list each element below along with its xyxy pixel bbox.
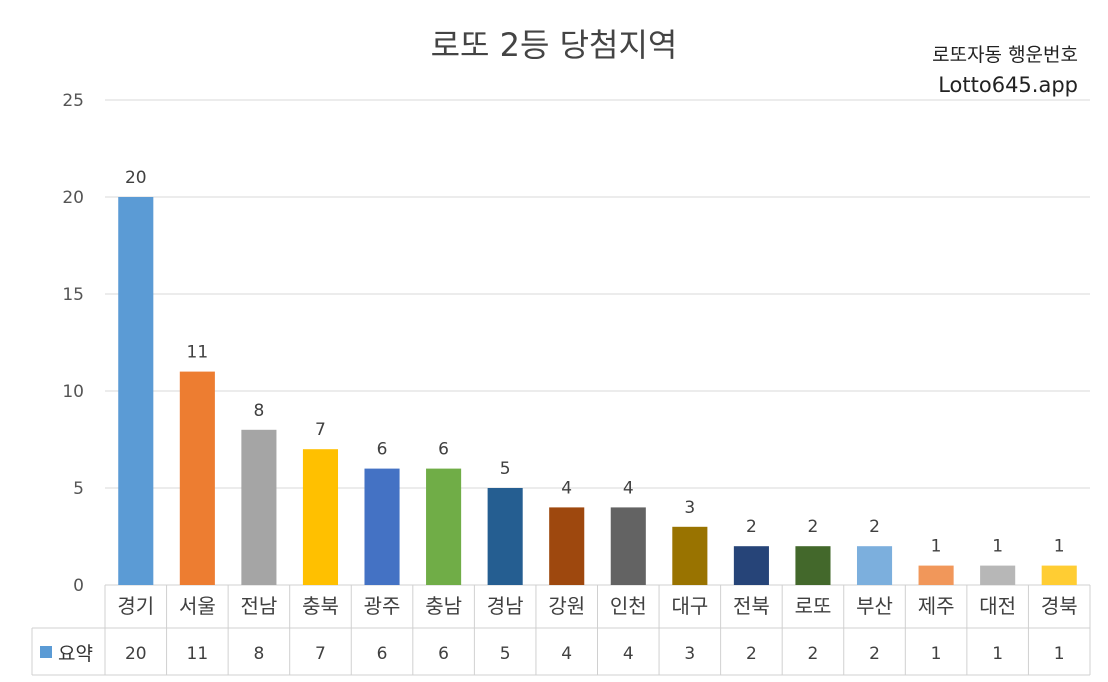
- x-tick-label: 제주: [918, 594, 955, 618]
- data-label: 1: [1054, 537, 1065, 557]
- table-value: 2: [808, 644, 819, 664]
- table-value: 2: [746, 644, 757, 664]
- bar: [364, 468, 400, 585]
- data-label: 5: [500, 459, 511, 479]
- watermark-line2: Lotto645.app: [938, 73, 1078, 97]
- watermark-line1: 로또자동 행운번호: [932, 44, 1078, 66]
- x-tick-label: 충남: [425, 594, 462, 618]
- bar: [733, 546, 769, 585]
- data-label: 2: [808, 517, 819, 537]
- x-tick-label: 로또: [795, 594, 832, 618]
- x-tick-label: 부산: [856, 594, 893, 618]
- bar: [118, 197, 154, 585]
- table-value: 1: [931, 644, 942, 664]
- table-value: 5: [500, 644, 511, 664]
- data-label: 11: [187, 343, 209, 363]
- table-value: 8: [253, 644, 264, 664]
- table-value: 11: [187, 644, 209, 664]
- data-label: 4: [561, 478, 572, 498]
- table-value: 6: [438, 644, 449, 664]
- bar: [426, 468, 462, 585]
- y-tick-label: 0: [73, 576, 84, 596]
- data-label: 3: [684, 498, 695, 518]
- bar: [241, 429, 277, 585]
- data-label: 20: [125, 168, 147, 188]
- data-label: 2: [746, 517, 757, 537]
- data-label: 1: [931, 537, 942, 557]
- x-tick-label: 경남: [487, 594, 524, 618]
- x-tick-label: 인천: [610, 594, 647, 618]
- data-label: 6: [438, 440, 449, 460]
- table-value: 1: [1054, 644, 1065, 664]
- table-value: 20: [125, 644, 147, 664]
- x-tick-label: 대전: [979, 594, 1016, 618]
- bar: [179, 371, 215, 585]
- x-tick-label: 광주: [364, 594, 401, 618]
- x-tick-label: 강원: [548, 594, 585, 618]
- y-tick-label: 15: [62, 285, 84, 305]
- data-label: 1: [992, 537, 1003, 557]
- data-label: 4: [623, 478, 634, 498]
- x-tick-label: 전북: [733, 594, 770, 618]
- table-value: 4: [561, 644, 572, 664]
- bar: [1041, 565, 1077, 585]
- bar: [549, 507, 585, 585]
- bar: [856, 546, 893, 585]
- x-tick-label: 서울: [179, 594, 216, 618]
- bar: [487, 488, 523, 585]
- bar: [672, 526, 708, 585]
- bar: [980, 565, 1016, 585]
- legend-label: 요약: [58, 642, 93, 665]
- x-tick-label: 전남: [241, 594, 278, 618]
- y-tick-label: 20: [62, 188, 84, 208]
- chart-title: 로또 2등 당첨지역: [430, 26, 678, 64]
- x-tick-label: 경기: [117, 594, 154, 618]
- y-tick-label: 5: [73, 479, 84, 499]
- data-label: 7: [315, 420, 326, 440]
- data-label: 2: [869, 517, 880, 537]
- bar: [302, 449, 339, 585]
- y-tick-label: 25: [62, 91, 84, 111]
- bar: [918, 565, 954, 585]
- bar: [795, 546, 831, 585]
- data-label: 8: [253, 401, 264, 421]
- data-label: 6: [377, 440, 388, 460]
- x-tick-label: 충북: [302, 594, 339, 618]
- table-value: 1: [992, 644, 1003, 664]
- table-value: 6: [377, 644, 388, 664]
- table-value: 7: [315, 644, 326, 664]
- x-tick-label: 경북: [1041, 594, 1078, 618]
- bar: [610, 507, 646, 585]
- x-tick-label: 대구: [671, 594, 708, 618]
- legend-swatch: [40, 646, 52, 658]
- table-value: 3: [684, 644, 695, 664]
- legend: 요약: [40, 640, 93, 665]
- y-tick-label: 10: [62, 382, 84, 402]
- table-value: 2: [869, 644, 880, 664]
- table-value: 4: [623, 644, 634, 664]
